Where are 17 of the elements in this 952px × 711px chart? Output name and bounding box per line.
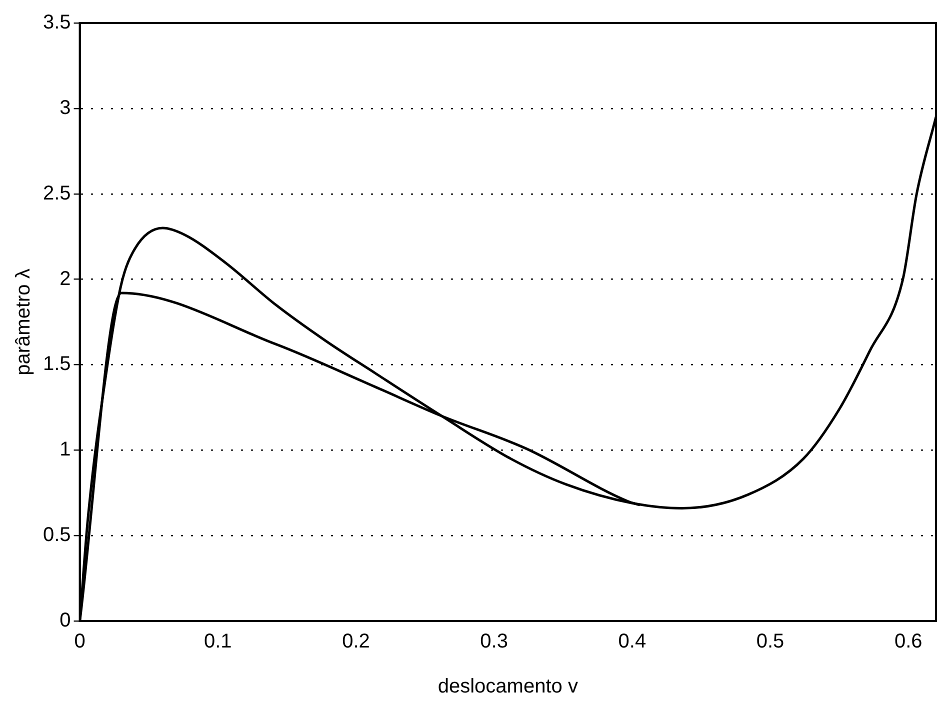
x-tick-label: 0.2 xyxy=(342,630,370,653)
x-tick-label: 0.6 xyxy=(894,630,922,653)
y-tick-label: 2.5 xyxy=(42,182,71,204)
y-tick-label: 0 xyxy=(60,610,71,632)
y-axis-title: parâmetro λ xyxy=(12,268,35,376)
x-tick-label: 0.3 xyxy=(480,630,508,653)
x-tick-label: 0.1 xyxy=(204,630,232,653)
y-tick-label: 3 xyxy=(60,96,71,119)
x-tick-label: 0.4 xyxy=(618,630,646,653)
x-axis-title: deslocamento v xyxy=(438,676,578,698)
y-tick-label: 3.5 xyxy=(42,12,71,34)
y-tick-label: 0.5 xyxy=(42,524,71,546)
y-tick-label: 2 xyxy=(60,268,71,290)
y-tick-label: 1 xyxy=(60,438,71,461)
y-tick-label: 1.5 xyxy=(42,353,71,376)
x-tick-label: 0 xyxy=(74,630,86,653)
x-tick-label: 0.5 xyxy=(756,630,784,653)
